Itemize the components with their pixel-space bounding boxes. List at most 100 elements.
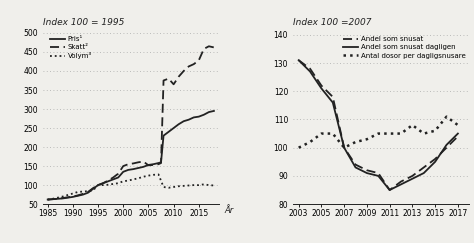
Pris¹ [206, 111, 212, 113]
Andel som snusat [307, 67, 313, 70]
Skatt² [181, 69, 187, 72]
Andel som snusat [375, 172, 381, 174]
Antal dosor per dagligsnusare [341, 146, 347, 149]
Skatt² [186, 65, 191, 68]
Andel som snusat dagligen [398, 183, 404, 186]
Andel som snusat dagligen [319, 87, 324, 90]
Volym³ [55, 196, 61, 199]
Pris¹ [85, 191, 91, 194]
Skatt² [120, 165, 126, 167]
Volym³ [115, 182, 121, 185]
Pris¹ [158, 161, 164, 164]
Antal dosor per dagligsnusare [432, 129, 438, 132]
Antal dosor per dagligsnusare [364, 138, 370, 141]
Volym³ [181, 184, 187, 187]
Volym³ [70, 192, 76, 195]
Andel som snusat dagligen [341, 146, 347, 149]
Andel som snusat dagligen [421, 172, 427, 174]
Volym³ [191, 184, 197, 187]
Antal dosor per dagligsnusare [319, 132, 324, 135]
Volym³ [186, 184, 191, 187]
Andel som snusat dagligen [353, 166, 358, 169]
Skatt² [201, 47, 207, 50]
Andel som snusat [432, 157, 438, 160]
Skatt² [171, 83, 176, 86]
Andel som snusat dagligen [455, 132, 461, 135]
Antal dosor per dagligsnusare [398, 132, 404, 135]
Skatt² [70, 195, 76, 198]
Andel som snusat [341, 146, 347, 149]
Skatt² [80, 192, 86, 195]
Pris¹ [100, 182, 106, 185]
Pris¹ [191, 116, 197, 119]
Andel som snusat [421, 166, 427, 169]
Andel som snusat dagligen [375, 174, 381, 177]
Line: Pris¹: Pris¹ [48, 111, 214, 200]
Skatt² [100, 182, 106, 185]
Antal dosor per dagligsnusare [455, 124, 461, 127]
Pris¹ [161, 134, 166, 137]
Andel som snusat [398, 180, 404, 183]
Legend: Andel som snusat, Andel som snusat dagligen, Antal dosor per dagligsnusare: Andel som snusat, Andel som snusat dagli… [343, 36, 466, 59]
Skatt² [206, 45, 212, 48]
Pris¹ [151, 163, 156, 166]
Skatt² [55, 197, 61, 200]
Andel som snusat dagligen [307, 70, 313, 73]
Antal dosor per dagligsnusare [353, 141, 358, 144]
Skatt² [191, 63, 197, 66]
Andel som snusat [296, 59, 301, 62]
Antal dosor per dagligsnusare [307, 141, 313, 144]
Pris¹ [90, 187, 96, 190]
Volym³ [176, 185, 182, 188]
Volym³ [90, 189, 96, 192]
Line: Andel som snusat dagligen: Andel som snusat dagligen [299, 60, 458, 190]
Skatt² [85, 191, 91, 193]
Skatt² [45, 198, 51, 201]
Volym³ [141, 175, 146, 178]
Pris¹ [196, 115, 201, 118]
Volym³ [161, 186, 166, 189]
Andel som snusat [330, 95, 336, 98]
Pris¹ [146, 164, 151, 166]
Pris¹ [65, 196, 71, 199]
Antal dosor per dagligsnusare [375, 132, 381, 135]
Skatt² [141, 160, 146, 163]
Volym³ [155, 173, 161, 176]
Volym³ [85, 190, 91, 193]
Skatt² [176, 75, 182, 78]
Volym³ [211, 184, 217, 187]
Line: Skatt²: Skatt² [48, 46, 214, 200]
Antal dosor per dagligsnusare [387, 132, 392, 135]
Skatt² [65, 196, 71, 199]
Volym³ [151, 173, 156, 176]
Volym³ [120, 180, 126, 183]
Skatt² [161, 79, 166, 82]
Andel som snusat [364, 169, 370, 172]
Volym³ [196, 184, 201, 187]
Antal dosor per dagligsnusare [296, 146, 301, 149]
Line: Andel som snusat: Andel som snusat [299, 60, 458, 190]
Volym³ [130, 178, 136, 181]
Andel som snusat dagligen [432, 160, 438, 163]
Skatt² [105, 179, 111, 182]
Volym³ [75, 191, 81, 193]
Volym³ [100, 184, 106, 187]
Andel som snusat dagligen [410, 177, 415, 180]
Pris¹ [60, 197, 66, 200]
Pris¹ [201, 113, 207, 116]
Skatt² [146, 164, 151, 167]
Text: Index 100 =2007: Index 100 =2007 [293, 18, 372, 27]
Antal dosor per dagligsnusare [444, 115, 449, 118]
Volym³ [65, 193, 71, 196]
Antal dosor per dagligsnusare [410, 124, 415, 127]
Volym³ [166, 186, 172, 189]
Pris¹ [171, 127, 176, 130]
Pris¹ [45, 198, 51, 201]
Skatt² [115, 172, 121, 175]
Volym³ [110, 182, 116, 185]
Andel som snusat [353, 163, 358, 166]
Legend: Pris¹, Skatt², Volym³: Pris¹, Skatt², Volym³ [50, 36, 92, 60]
Text: År: År [225, 206, 234, 215]
Andel som snusat [319, 84, 324, 87]
Skatt² [60, 197, 66, 200]
